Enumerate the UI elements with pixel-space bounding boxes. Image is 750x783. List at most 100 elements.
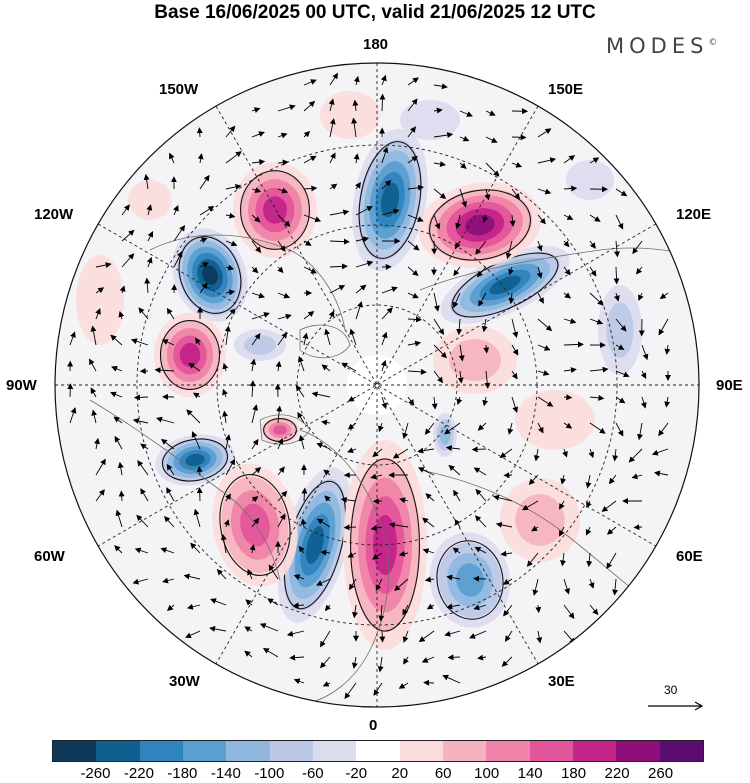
wind-vector-arrow-icon	[251, 240, 262, 253]
wind-vector-arrow-icon	[156, 416, 175, 424]
wind-vector-arrow-icon	[160, 547, 175, 554]
wind-vector-arrow-icon	[199, 174, 210, 190]
wind-vector-arrow-icon	[89, 358, 97, 372]
wind-vector-arrow-icon	[378, 422, 384, 433]
wind-vector-arrow-icon	[481, 318, 488, 333]
wind-vector-arrow-icon	[347, 552, 357, 558]
anomaly-isoline	[429, 189, 531, 261]
wind-vector-arrow-icon	[372, 552, 383, 560]
wind-vector-arrow-icon	[355, 206, 373, 216]
colorbar-segment	[572, 741, 617, 761]
wind-vector-arrow-icon	[407, 77, 419, 86]
colorbar-segment	[529, 741, 573, 761]
wind-vector-arrow-icon	[399, 497, 409, 504]
wind-vector-arrow-icon	[222, 362, 229, 372]
wind-vector-arrow-icon	[251, 496, 259, 503]
wind-vector-arrow-icon	[615, 214, 624, 230]
wind-vector-arrow-icon	[615, 370, 630, 378]
wind-vector-arrow-icon	[502, 578, 513, 585]
anomaly-contour	[606, 302, 634, 358]
wind-vector-arrow-icon	[417, 447, 435, 454]
wind-vector-arrow-icon	[477, 654, 487, 661]
wind-vector-arrow-icon	[403, 656, 409, 665]
wind-vector-arrow-icon	[222, 410, 229, 424]
wind-vector-arrow-icon	[173, 251, 183, 268]
wind-vector-arrow-icon	[251, 438, 259, 450]
wind-vector-arrow-icon	[453, 266, 461, 277]
wind-vector-arrow-icon	[134, 547, 149, 554]
wind-vector-arrow-icon	[447, 654, 461, 661]
colorbar-segment	[616, 741, 660, 761]
wind-vector-arrow-icon	[407, 292, 419, 299]
wind-vector-arrow-icon	[132, 418, 149, 424]
colorbar-segment	[356, 741, 400, 761]
lon-label-60w: 60W	[34, 548, 65, 565]
colorbar-tick-label: -60	[301, 765, 324, 782]
colorbar-tick-label: 220	[604, 765, 630, 782]
wind-vector-arrow-icon	[118, 490, 125, 502]
wind-vector-arrow-icon	[398, 682, 409, 689]
wind-vector-arrow-icon	[526, 552, 539, 567]
wind-vector-arrow-icon	[193, 508, 201, 528]
wind-vector-arrow-icon	[191, 431, 201, 450]
wind-vector-arrow-icon	[381, 179, 392, 190]
wind-vector-arrow-icon	[612, 578, 619, 596]
wind-vector-arrow-icon	[196, 466, 203, 476]
wind-vector-arrow-icon	[537, 214, 546, 225]
wind-vector-arrow-icon	[485, 110, 496, 116]
wind-vector-arrow-icon	[482, 396, 489, 407]
wind-vector-arrow-icon	[608, 474, 617, 485]
wind-vector-arrow-icon	[353, 75, 360, 86]
wind-vector-arrow-icon	[166, 604, 175, 612]
wind-vector-arrow-icon	[323, 469, 331, 476]
colorbar-segment	[96, 741, 140, 761]
wind-vector-arrow-icon	[484, 370, 491, 389]
wind-vector-arrow-icon	[381, 146, 389, 164]
wind-vector-arrow-icon	[196, 127, 203, 138]
anomaly-contour	[380, 182, 400, 218]
wind-vector-arrow-icon	[640, 370, 647, 379]
colorbar-tick-label: -20	[345, 765, 368, 782]
wind-vector-arrow-icon	[303, 79, 317, 86]
wind-vector-arrow-icon	[244, 650, 253, 658]
anomaly-contour	[439, 425, 451, 445]
wind-vector-arrow-icon	[373, 682, 383, 696]
wind-vector-arrow-icon	[95, 458, 106, 476]
wind-vector-arrow-icon	[477, 422, 487, 431]
wind-vector-arrow-icon	[322, 681, 331, 687]
wind-vector-arrow-icon	[209, 626, 227, 632]
wind-vector-arrow-icon	[275, 360, 282, 372]
wind-vector-arrow-icon	[638, 292, 644, 302]
wind-vector-arrow-icon	[370, 473, 383, 480]
wind-vector-arrow-icon	[340, 496, 357, 503]
wind-vector-arrow-icon	[328, 310, 335, 320]
colorbar-tick-label: 60	[434, 765, 452, 782]
wind-vector-arrow-icon	[615, 422, 624, 437]
wind-vector-arrow-icon	[121, 253, 135, 268]
wind-vector-arrow-icon	[484, 188, 491, 201]
wind-vector-arrow-icon	[316, 518, 331, 528]
brand-logo: MODES©	[606, 34, 717, 58]
wind-vector-arrow-icon	[268, 564, 279, 580]
wind-vector-arrow-icon	[417, 467, 435, 476]
anomaly-isoline	[161, 438, 229, 482]
wind-vector-arrow-icon	[349, 578, 357, 591]
wind-vector-arrow-icon	[251, 467, 262, 476]
wind-vector-arrow-icon	[375, 578, 383, 592]
wind-vector-arrow-icon	[298, 545, 305, 554]
wind-vector-arrow-icon	[422, 517, 435, 528]
wind-vector-arrow-icon	[508, 292, 515, 305]
wind-vector-arrow-icon	[224, 325, 231, 346]
coastline	[299, 429, 390, 706]
wind-vector-arrow-icon	[347, 447, 357, 454]
wind-vector-arrow-icon	[91, 409, 98, 424]
coastline	[149, 234, 346, 331]
wind-vector-arrow-icon	[166, 487, 175, 502]
wind-vector-arrow-icon	[562, 448, 568, 458]
wind-vector-arrow-icon	[277, 292, 291, 299]
wind-vector-arrow-icon	[160, 438, 175, 450]
wind-vector-arrow-icon	[355, 284, 367, 294]
wind-vector-arrow-icon	[507, 422, 514, 435]
wind-vector-arrow-icon	[504, 630, 513, 642]
wind-vector-arrow-icon	[458, 344, 465, 362]
